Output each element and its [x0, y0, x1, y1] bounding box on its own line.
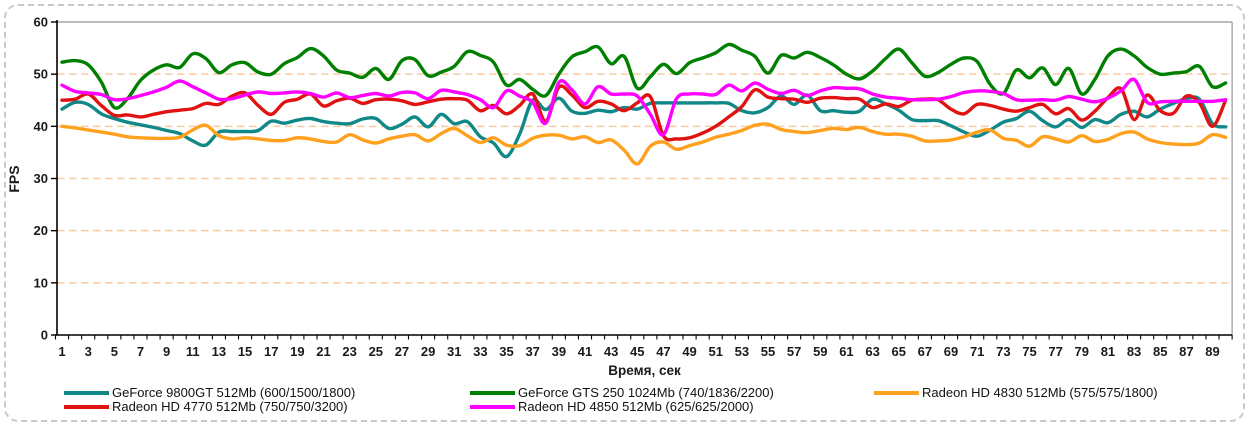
x-tick-label: 41	[578, 344, 592, 359]
y-tick-label: 10	[34, 275, 48, 290]
x-tick-label: 27	[395, 344, 409, 359]
x-tick-label: 85	[1153, 344, 1167, 359]
x-tick-label: 71	[970, 344, 984, 359]
x-tick-label: 67	[918, 344, 932, 359]
x-tick-label: 79	[1075, 344, 1089, 359]
x-tick-label: 7	[137, 344, 144, 359]
x-tick-label: 61	[839, 344, 853, 359]
x-tick-label: 77	[1048, 344, 1062, 359]
series-line-1	[60, 42, 1228, 110]
x-tick-label: 13	[212, 344, 226, 359]
x-tick-label: 25	[369, 344, 383, 359]
x-tick-label: 5	[111, 344, 118, 359]
x-tick-label: 51	[708, 344, 722, 359]
x-tick-label: 59	[813, 344, 827, 359]
series-line-4	[60, 77, 1228, 137]
y-tick-label: 0	[41, 328, 48, 343]
x-tick-label: 83	[1127, 344, 1141, 359]
x-tick-label: 3	[85, 344, 92, 359]
x-tick-label: 15	[238, 344, 252, 359]
x-tick-label: 19	[290, 344, 304, 359]
x-tick-label: 57	[787, 344, 801, 359]
y-tick-label: 30	[34, 171, 48, 186]
y-axis-title: FPS	[6, 165, 22, 193]
x-tick-label: 87	[1179, 344, 1193, 359]
x-tick-label: 43	[604, 344, 618, 359]
y-tick-label: 20	[34, 223, 48, 238]
y-tick-label: 40	[34, 119, 48, 134]
x-tick-label: 23	[342, 344, 356, 359]
x-tick-label: 29	[421, 344, 435, 359]
x-tick-label: 69	[944, 344, 958, 359]
y-tick-label: 50	[34, 67, 48, 82]
x-tick-label: 21	[316, 344, 330, 359]
x-tick-label: 33	[473, 344, 487, 359]
x-tick-label: 55	[761, 344, 775, 359]
x-tick-label: 65	[892, 344, 906, 359]
x-tick-label: 9	[163, 344, 170, 359]
x-tick-label: 47	[656, 344, 670, 359]
x-tick-label: 39	[552, 344, 566, 359]
x-tick-label: 45	[630, 344, 644, 359]
x-tick-label: 1	[58, 344, 65, 359]
x-tick-label: 37	[525, 344, 539, 359]
x-tick-label: 49	[682, 344, 696, 359]
y-tick-label: 60	[34, 14, 48, 29]
x-tick-label: 89	[1205, 344, 1219, 359]
x-tick-label: 17	[264, 344, 278, 359]
x-tick-label: 35	[499, 344, 513, 359]
series-line-2	[60, 122, 1228, 166]
x-tick-label: 31	[447, 344, 461, 359]
x-tick-label: 73	[996, 344, 1010, 359]
x-axis-title: Время, сек	[608, 363, 681, 378]
x-tick-label: 75	[1022, 344, 1036, 359]
x-tick-label: 63	[865, 344, 879, 359]
x-tick-label: 53	[735, 344, 749, 359]
series-line-3	[60, 84, 1228, 142]
x-tick-label: 11	[186, 344, 200, 359]
x-tick-label: 81	[1101, 344, 1115, 359]
